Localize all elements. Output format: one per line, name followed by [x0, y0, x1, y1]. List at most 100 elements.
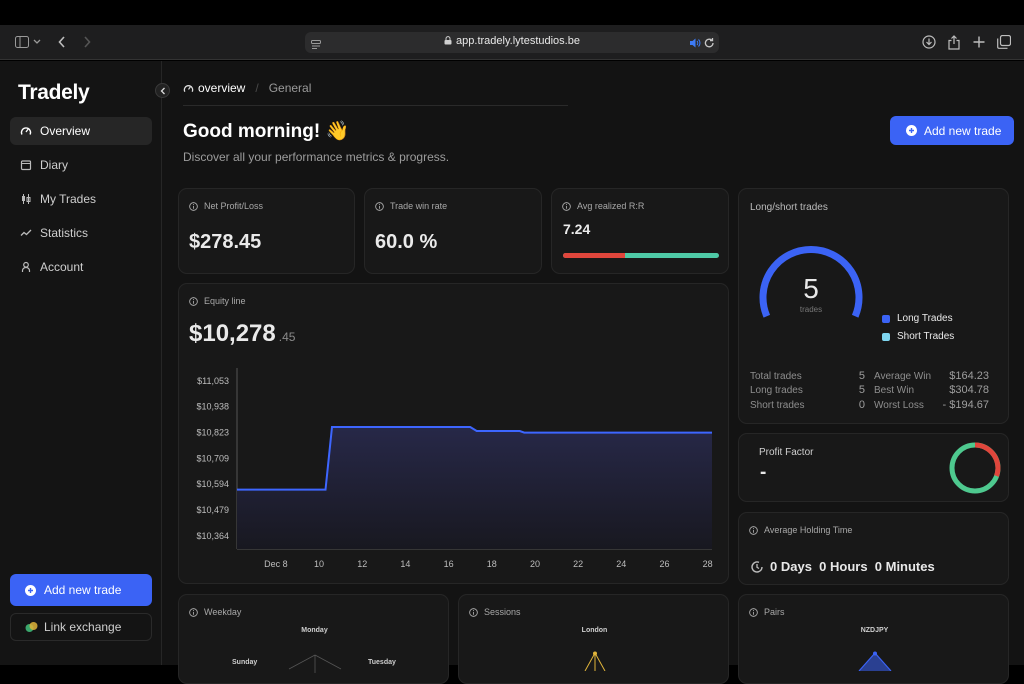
info-icon	[749, 525, 758, 535]
stat-value: 5	[858, 370, 865, 382]
app-logo[interactable]: Tradely	[18, 81, 90, 104]
url-text: app.tradely.lytestudios.be	[305, 35, 719, 47]
tab-overview-icon[interactable]	[995, 33, 1013, 51]
candles-icon	[22, 194, 31, 204]
lock-icon	[444, 36, 452, 45]
holding-time-value: 0 Days 0 Hours 0 Minutes	[750, 559, 935, 574]
profit-factor-ring	[949, 442, 1001, 494]
reload-icon[interactable]	[704, 36, 715, 54]
gauge-icon	[20, 127, 32, 135]
share-icon[interactable]	[945, 33, 963, 51]
equity-area	[237, 427, 712, 549]
y-tick-label: $10,938	[196, 402, 229, 412]
page-menu-icon[interactable]	[311, 37, 321, 55]
info-icon	[562, 201, 571, 211]
net-profit-value: $278.45	[189, 231, 262, 253]
long-short-card: Long/short trades 5 trades Long Trades S…	[738, 188, 1009, 424]
nav-statistics[interactable]: Statistics	[10, 219, 152, 247]
breadcrumb-divider	[183, 105, 568, 106]
net-profit-card: Net Profit/Loss $278.45	[178, 188, 355, 274]
stat-label: Long trades	[750, 385, 803, 396]
info-icon	[749, 607, 758, 617]
nav-account[interactable]: Account	[10, 253, 152, 281]
gauge-count: 5	[803, 273, 819, 304]
stat-label: Short trades	[750, 400, 805, 411]
button-label: Add new trade	[924, 123, 1002, 138]
pairs-card: Pairs NZDJPY	[738, 594, 1009, 684]
rr-ratio-bar	[563, 253, 719, 258]
stat-value: $304.78	[949, 384, 989, 396]
ring-loss-segment	[974, 442, 1001, 477]
x-tick-label: 16	[444, 559, 454, 569]
address-bar[interactable]: app.tradely.lytestudios.be	[305, 32, 719, 53]
card-title: Long/short trades	[750, 202, 828, 213]
breadcrumb-current[interactable]: overview	[198, 81, 246, 95]
browser-toolbar: app.tradely.lytestudios.be	[0, 25, 1024, 60]
equity-card: Equity line $10,278.45 $11,053 $10,938 $10…	[178, 283, 729, 584]
stat-label: Best Win	[874, 385, 915, 396]
long-short-gauge: 5 trades	[759, 246, 863, 318]
stat-label: Worst Loss	[874, 400, 924, 411]
x-tick-label: 24	[616, 559, 626, 569]
nav-label: Statistics	[40, 226, 89, 240]
page-title: Good morning! 👋	[183, 121, 350, 142]
nav-my-trades[interactable]: My Trades	[10, 185, 152, 213]
info-icon	[189, 296, 198, 306]
x-tick-label: 26	[659, 559, 669, 569]
x-tick-label: 14	[400, 559, 410, 569]
profit-factor-card: Profit Factor -	[738, 433, 1009, 502]
back-icon[interactable]	[53, 33, 71, 51]
calendar-icon	[20, 160, 32, 171]
card-title: Avg realized R:R	[562, 201, 644, 211]
stat-value: $164.23	[949, 370, 989, 382]
card-title: Pairs	[749, 607, 785, 617]
chevron-left-icon	[160, 87, 165, 94]
win-rate-card: Trade win rate 60.0 %	[364, 188, 542, 274]
info-icon	[375, 201, 384, 211]
holding-time-card: Average Holding Time 0 Days 0 Hours 0 Mi…	[738, 512, 1009, 585]
info-icon	[189, 201, 198, 211]
radar-label-top: London	[581, 627, 608, 634]
radar-label-left: Sunday	[232, 659, 258, 666]
x-tick-label: 10	[314, 559, 324, 569]
exchange-icon	[25, 622, 38, 632]
plus-circle-icon	[25, 584, 36, 596]
nav-label: Diary	[40, 158, 69, 172]
x-tick-label: Dec 8	[264, 559, 288, 569]
os-top-strip	[0, 0, 1024, 25]
new-tab-icon[interactable]	[970, 33, 988, 51]
breadcrumb-separator: /	[255, 81, 259, 95]
gauge-long-arc	[759, 246, 863, 318]
sidebar: Tradely Overview Diary My Trades Statist…	[0, 61, 162, 665]
avg-rr-value: 7.24	[563, 221, 591, 237]
link-exchange-button[interactable]: Link exchange	[10, 613, 152, 641]
stat-value: 0	[858, 399, 865, 411]
download-icon[interactable]	[920, 33, 938, 51]
stat-label: Average Win	[874, 371, 932, 382]
card-title: Sessions	[469, 607, 521, 617]
collapse-sidebar-button[interactable]	[155, 83, 170, 98]
stat-value: - $194.67	[942, 399, 989, 411]
equity-value-cents: .45	[278, 330, 296, 344]
legend-swatch	[882, 332, 890, 341]
nav-diary[interactable]: Diary	[10, 151, 152, 179]
nav-overview[interactable]: Overview	[10, 117, 152, 145]
add-trade-button[interactable]: Add new trade	[890, 116, 1014, 145]
sidebar-add-trade-button[interactable]: Add new trade	[10, 574, 152, 606]
user-icon	[21, 261, 31, 272]
info-icon	[469, 607, 478, 617]
audio-icon[interactable]	[689, 36, 701, 54]
legend-long: Long Trades	[882, 313, 953, 324]
rr-loss-segment	[563, 253, 626, 258]
card-title: Net Profit/Loss	[189, 201, 263, 211]
card-title: Weekday	[189, 607, 241, 617]
forward-icon[interactable]	[78, 33, 96, 51]
breadcrumb-next[interactable]: General	[268, 81, 312, 95]
sidebar-toggle-icon[interactable]	[13, 33, 31, 51]
nav-label: Overview	[40, 124, 91, 138]
weekday-card: Weekday Monday Sunday Tuesday	[178, 594, 449, 684]
app-root: Tradely Overview Diary My Trades Statist…	[0, 61, 1024, 684]
button-label: Link exchange	[44, 620, 122, 634]
x-tick-label: 20	[530, 559, 540, 569]
chevron-down-icon[interactable]	[31, 33, 43, 51]
